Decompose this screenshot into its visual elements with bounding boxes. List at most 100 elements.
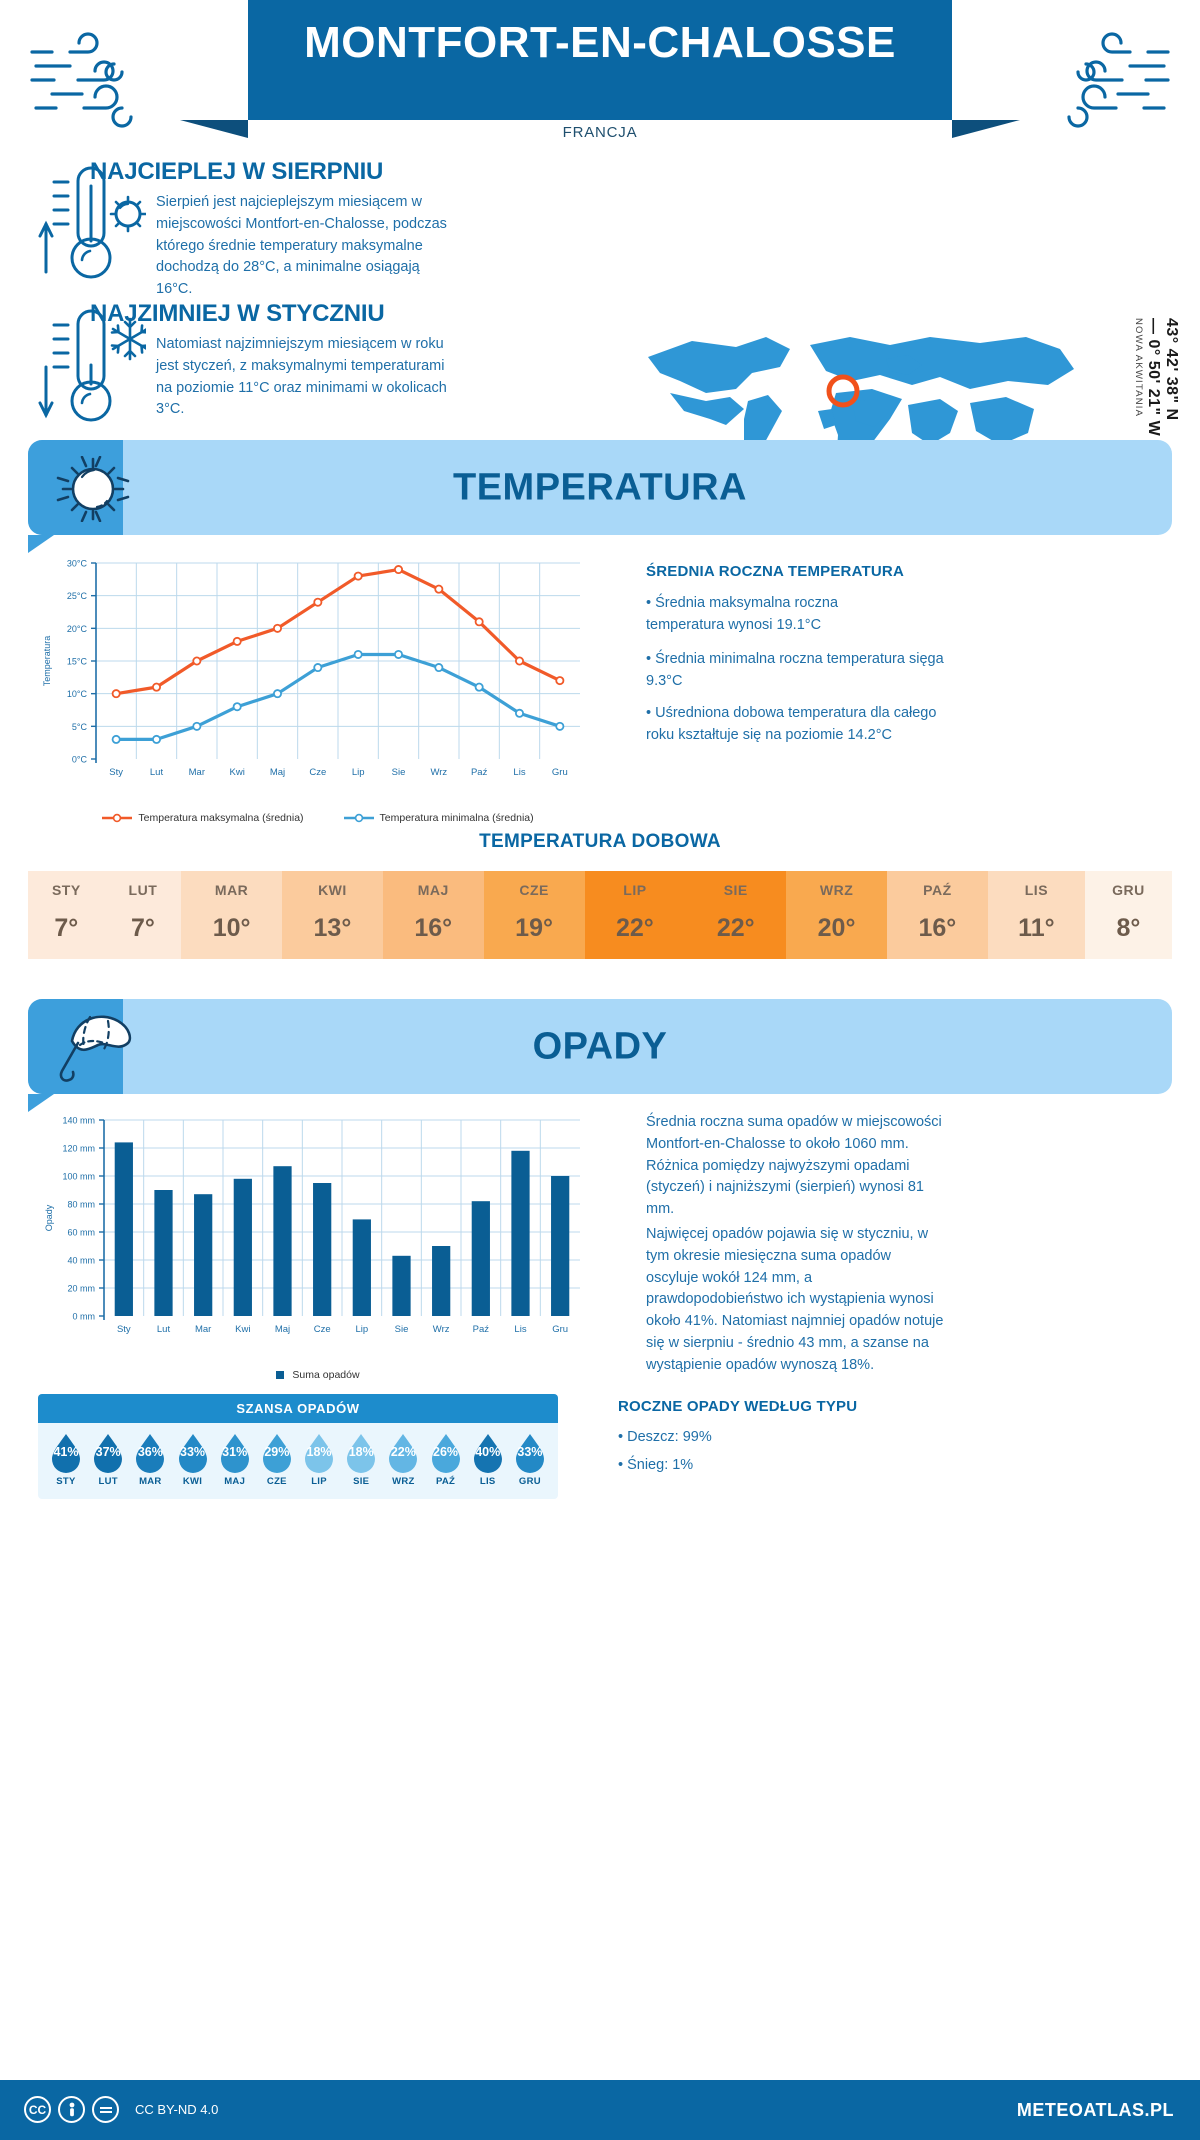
- chance-month-label: PAŹ: [435, 1476, 456, 1487]
- svg-text:20°C: 20°C: [67, 624, 88, 634]
- daily-temp-title: TEMPERATURA DOBOWA: [479, 831, 721, 852]
- table-month-header: LUT: [104, 871, 182, 907]
- water-drop-icon: 18%: [300, 1432, 338, 1474]
- svg-text:Wrz: Wrz: [430, 767, 447, 778]
- svg-text:Paź: Paź: [471, 767, 488, 778]
- svg-text:Gru: Gru: [552, 767, 568, 778]
- warmest-month-text: Sierpień jest najcieplejszym miesiącem w…: [156, 194, 447, 297]
- legend-label: Temperatura maksymalna (średnia): [138, 812, 304, 824]
- chance-value: 40%: [475, 1445, 501, 1459]
- by-badge: [58, 2096, 85, 2123]
- table-temp-value: 22°: [584, 907, 686, 959]
- precip-types-heading: ROCZNE OPADY WEDŁUG TYPU: [618, 1398, 858, 1415]
- license-badges: CC CC BY-ND 4.0: [24, 2096, 218, 2123]
- warmest-month-block: NAJCIEPLEJ W SIERPNIU Sierpień jest najc…: [90, 158, 456, 301]
- svg-text:120 mm: 120 mm: [62, 1144, 95, 1154]
- svg-text:Sty: Sty: [117, 1324, 131, 1335]
- chance-drop: 37% LUT: [89, 1432, 127, 1487]
- chance-month-label: MAJ: [224, 1476, 246, 1487]
- svg-text:140 mm: 140 mm: [62, 1116, 95, 1126]
- svg-text:Cze: Cze: [314, 1324, 331, 1335]
- table-month-header: MAJ: [382, 871, 484, 907]
- water-drop-icon: 18%: [342, 1432, 380, 1474]
- table-month-header: LIP: [584, 871, 686, 907]
- svg-text:Kwi: Kwi: [230, 767, 245, 778]
- chance-drop: 40% LIS: [469, 1432, 507, 1487]
- legend-item: Suma opadów: [276, 1369, 360, 1381]
- svg-text:10°C: 10°C: [67, 689, 88, 699]
- table-temp-value: 16°: [382, 907, 484, 959]
- chance-drop: 41% STY: [47, 1432, 85, 1487]
- table-month-header: PAŹ: [886, 871, 988, 907]
- table-temp-value: 20°: [786, 907, 887, 959]
- chance-value: 26%: [433, 1445, 459, 1459]
- table-temp-value: 8°: [1084, 907, 1172, 959]
- chance-month-label: LUT: [98, 1476, 118, 1487]
- chance-value: 37%: [95, 1445, 121, 1459]
- svg-text:Lis: Lis: [514, 1324, 526, 1335]
- svg-text:Cze: Cze: [309, 767, 326, 778]
- precipitation-legend: Suma opadów: [38, 1369, 598, 1381]
- table-temp-value: 7°: [104, 907, 182, 959]
- page-footer: CC CC BY-ND 4.0 METEOATLAS.PL: [0, 2080, 1200, 2140]
- chance-month-label: MAR: [139, 1476, 162, 1487]
- chance-drop: 33% KWI: [174, 1432, 212, 1487]
- table-month-header: KWI: [282, 871, 383, 907]
- svg-text:Temperatura: Temperatura: [42, 636, 52, 687]
- umbrella-icon: [56, 1009, 142, 1092]
- svg-text:Maj: Maj: [275, 1324, 290, 1335]
- precip-paragraph-1: Średnia roczna suma opadów w miejscowośc…: [646, 1114, 942, 1217]
- coldest-month-title: NAJZIMNIEJ W STYCZNIU: [90, 300, 385, 327]
- svg-text:Wrz: Wrz: [433, 1324, 450, 1335]
- water-drop-icon: 33%: [511, 1432, 549, 1474]
- chance-of-precip-card: SZANSA OPADÓW 41% STY 37% LUT 36% MAR 33% KWI 31…: [38, 1394, 558, 1499]
- precip-paragraph-2: Najwięcej opadów pojawia się w styczniu,…: [646, 1226, 944, 1373]
- wind-icon-left: [22, 24, 172, 134]
- temperature-line-chart: 0°C 5°C 10°C 15°C 20°C 25°C 30°C Sty Lut Mar Kwi Ma…: [38, 553, 598, 824]
- avg-min-bullet: • Średnia minimalna roczna temperatura s…: [646, 651, 944, 689]
- water-drop-icon: 37%: [89, 1432, 127, 1474]
- svg-text:Paź: Paź: [473, 1324, 490, 1335]
- chance-drop: 29% CZE: [258, 1432, 296, 1487]
- chance-section: SZANSA OPADÓW 41% STY 37% LUT 36% MAR 33% KWI 31…: [28, 1394, 1172, 1514]
- chance-month-label: WRZ: [392, 1476, 415, 1487]
- water-drop-icon: 29%: [258, 1432, 296, 1474]
- water-drop-icon: 22%: [384, 1432, 422, 1474]
- table-month-header: GRU: [1084, 871, 1172, 907]
- water-drop-icon: 36%: [131, 1432, 169, 1474]
- table-month-header: CZE: [483, 871, 585, 907]
- chance-month-label: LIP: [311, 1476, 327, 1487]
- water-drop-icon: 26%: [427, 1432, 465, 1474]
- svg-text:20 mm: 20 mm: [67, 1284, 95, 1294]
- coordinates: 43° 42' 38" N — 0° 50' 21" W NOWA AKWITA…: [1131, 318, 1180, 440]
- legend-label: Temperatura minimalna (średnia): [379, 812, 534, 824]
- svg-text:Lis: Lis: [513, 767, 525, 778]
- table-temp-value: 22°: [685, 907, 787, 959]
- svg-text:Gru: Gru: [552, 1324, 568, 1335]
- chance-drop: 31% MAJ: [216, 1432, 254, 1487]
- thermometer-cold-icon: [36, 305, 150, 435]
- svg-text:30°C: 30°C: [67, 559, 88, 569]
- chance-drop: 22% WRZ: [384, 1432, 422, 1487]
- table-temp-value: 11°: [987, 907, 1085, 959]
- chance-value: 33%: [180, 1445, 206, 1459]
- chance-title: SZANSA OPADÓW: [38, 1394, 558, 1423]
- svg-text:Sie: Sie: [392, 767, 406, 778]
- table-header-row: STY LUT MAR KWI MAJ CZE LIP SIE WRZ PAŹ LIS GRU: [28, 871, 1172, 907]
- chance-drop: 33% GRU: [511, 1432, 549, 1487]
- svg-text:80 mm: 80 mm: [67, 1200, 95, 1210]
- precipitation-banner: OPADY: [28, 999, 1172, 1112]
- license-text: CC BY-ND 4.0: [135, 2102, 219, 2117]
- avg-daily-bullet: • Uśredniona dobowa temperatura dla całe…: [646, 705, 937, 743]
- table-temp-value: 16°: [886, 907, 988, 959]
- chance-value: 41%: [53, 1445, 79, 1459]
- precip-type-snow: • Śnieg: 1%: [618, 1456, 694, 1473]
- nd-badge: [92, 2096, 119, 2123]
- svg-text:40 mm: 40 mm: [67, 1256, 95, 1266]
- svg-text:Sie: Sie: [395, 1324, 409, 1335]
- table-temp-value: 10°: [181, 907, 283, 959]
- chance-month-label: STY: [56, 1476, 76, 1487]
- coldest-month-text: Natomiast najzimniejszym miesiącem w rok…: [156, 336, 447, 418]
- chance-month-label: SIE: [353, 1476, 370, 1487]
- svg-text:0°C: 0°C: [72, 755, 88, 765]
